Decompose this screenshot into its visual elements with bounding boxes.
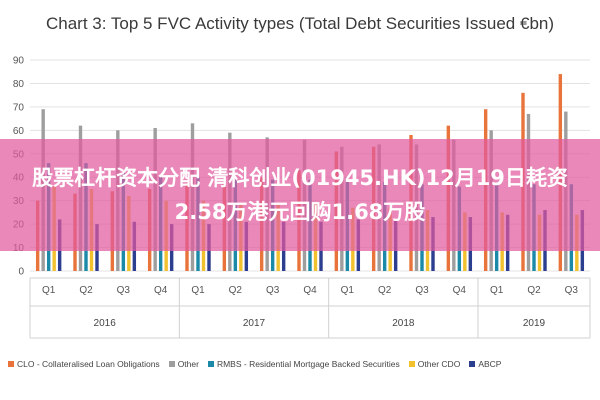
legend-label: ABCP [478, 359, 502, 369]
x-tick-label: Q1 [191, 285, 205, 296]
legend-swatch [469, 361, 476, 367]
chart-legend: CLO - Collateralised Loan Obligations Oth… [8, 356, 598, 372]
x-tick-label: Q3 [117, 285, 131, 296]
news-banner: 股票杠杆资本分配 清科创业(01945.HK)12月19日耗资2.58万港元回购… [0, 139, 600, 251]
y-tick-label: 80 [13, 79, 25, 90]
legend-label: RMBS - Residential Mortgage Backed Secur… [216, 359, 400, 369]
legend-item: Other [168, 359, 199, 369]
x-tick-label: Q4 [154, 285, 168, 296]
x-tick-label: Q4 [303, 285, 317, 296]
x-tick-label: Q2 [229, 285, 243, 296]
y-tick-label: 0 [18, 267, 24, 278]
x-tick-label: Q2 [378, 285, 392, 296]
year-label: 2019 [523, 318, 546, 329]
x-tick-label: Q2 [527, 285, 541, 296]
x-tick-label: Q3 [415, 285, 429, 296]
legend-swatch [408, 361, 415, 367]
legend-swatch [168, 361, 175, 367]
y-tick-label: 60 [13, 126, 25, 137]
legend-item: Other CDO [408, 359, 461, 369]
legend-swatch [207, 361, 214, 367]
banner-text: 股票杠杆资本分配 清科创业(01945.HK)12月19日耗资2.58万港元回购… [32, 166, 568, 224]
x-tick-label: Q2 [79, 285, 93, 296]
legend-item: ABCP [469, 359, 501, 369]
legend-label: CLO - Collateralised Loan Obligations [17, 359, 160, 369]
x-tick-label: Q1 [42, 285, 56, 296]
year-label: 2018 [392, 318, 415, 329]
x-tick-label: Q3 [565, 285, 579, 296]
x-tick-label: Q3 [266, 285, 280, 296]
legend-item: CLO - Collateralised Loan Obligations [8, 359, 160, 369]
legend-swatch [8, 361, 14, 367]
x-tick-label: Q4 [453, 285, 467, 296]
y-tick-label: 70 [13, 102, 25, 113]
legend-item: RMBS - Residential Mortgage Backed Secur… [207, 359, 400, 369]
chart-title: Chart 3: Top 5 FVC Activity types (Total… [45, 14, 555, 33]
legend-label: Other CDO [417, 359, 461, 369]
year-label: 2016 [94, 318, 117, 329]
y-tick-label: 90 [13, 56, 25, 67]
x-tick-label: Q1 [341, 285, 355, 296]
x-tick-label: Q1 [490, 285, 504, 296]
legend-label: Other [177, 359, 199, 369]
year-label: 2017 [243, 318, 266, 329]
